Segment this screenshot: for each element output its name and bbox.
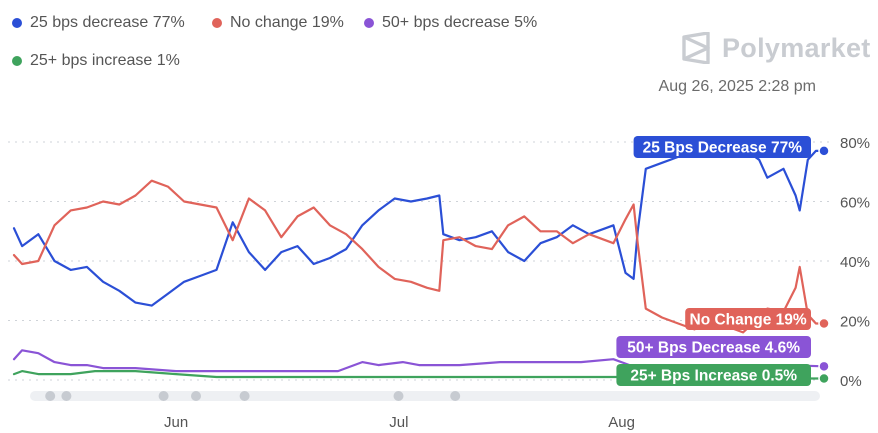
legend-item-25bps-increase[interactable]: 25+ bps increase 1% — [12, 52, 180, 70]
scrubber-marker[interactable] — [239, 391, 250, 401]
series-end-label: 25+ Bps Increase 0.5% — [616, 364, 811, 386]
series-end-dot — [818, 317, 830, 330]
scrubber-marker[interactable] — [45, 391, 56, 401]
end-label-pill — [616, 364, 811, 386]
series-end-dot — [818, 360, 830, 373]
series-end-label: No Change 19% — [685, 308, 811, 330]
polymarket-logo-icon — [682, 32, 710, 64]
legend-label: 25 bps decrease 77% — [30, 14, 185, 31]
legend-item-50bps-decrease[interactable]: 50+ bps decrease 5% — [364, 14, 537, 32]
scrubber-marker[interactable] — [393, 391, 404, 401]
y-tick-label: 0% — [840, 373, 862, 390]
series-end-dot — [818, 372, 830, 385]
end-label-text: 25 Bps Decrease 77% — [643, 140, 803, 157]
time-scrubber-track — [30, 391, 820, 401]
legend-item-25bps-decrease[interactable]: 25 bps decrease 77% — [12, 14, 185, 32]
brand-watermark: Polymarket — [680, 32, 871, 64]
legend-dot-icon — [12, 18, 22, 28]
end-label-text: No Change 19% — [690, 312, 807, 329]
legend-dot-icon — [212, 18, 222, 28]
end-label-text: 25+ Bps Increase 0.5% — [630, 368, 797, 385]
series-end-label: 50+ Bps Decrease 4.6% — [616, 336, 811, 358]
y-tick-label: 40% — [840, 254, 870, 271]
end-label-pill — [616, 336, 811, 358]
y-tick-label: 60% — [840, 195, 870, 212]
series-end-label: 25 Bps Decrease 77% — [633, 136, 811, 158]
x-tick-label: Jul — [389, 414, 408, 431]
scrubber-marker[interactable] — [61, 391, 72, 401]
scrubber-marker[interactable] — [450, 391, 461, 401]
legend-label: 50+ bps decrease 5% — [382, 14, 538, 31]
x-tick-label: Jun — [164, 414, 188, 431]
end-label-pill — [685, 308, 811, 330]
legend-dot-icon — [12, 56, 22, 66]
scrubber-marker[interactable] — [191, 391, 201, 401]
y-tick-label: 20% — [840, 314, 870, 331]
x-tick-label: Aug — [608, 414, 635, 431]
end-label-pill — [633, 136, 811, 158]
brand-name: Polymarket — [722, 32, 871, 63]
chart-timestamp: Aug 26, 2025 2:28 pm — [658, 78, 816, 95]
legend-label: No change 19% — [230, 14, 344, 31]
legend-label: 25+ bps increase 1% — [30, 52, 180, 69]
legend-dot-icon — [364, 18, 374, 28]
series-end-dot — [818, 145, 830, 157]
legend-item-no-change[interactable]: No change 19% — [212, 14, 344, 32]
scrubber-marker[interactable] — [158, 391, 169, 401]
end-label-text: 50+ Bps Decrease 4.6% — [627, 340, 800, 357]
y-tick-label: 80% — [840, 135, 870, 152]
series-line — [12, 146, 826, 307]
